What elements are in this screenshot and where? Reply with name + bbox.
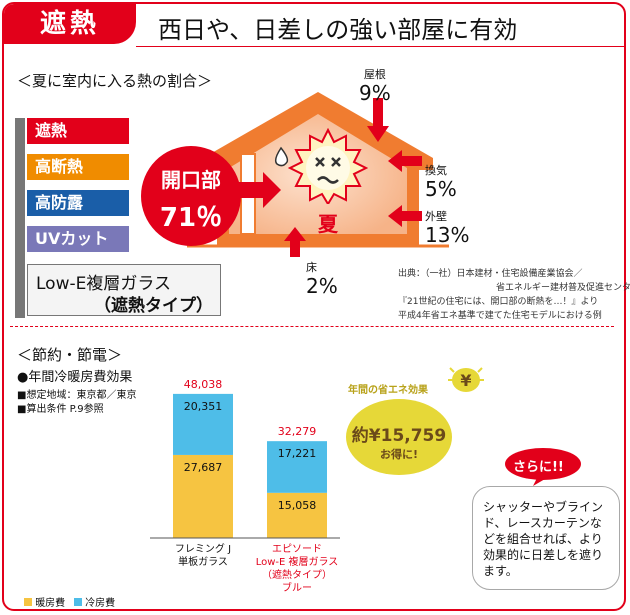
floor-heat-arrow: [284, 227, 306, 257]
savings-otoku: お得に!: [379, 448, 419, 461]
vent-share-value: 5%: [425, 177, 457, 201]
category-label: 単板ガラス: [178, 555, 228, 568]
bar-value-label: 17,221: [278, 447, 317, 460]
glass-line2: （遮熱タイプ）: [94, 296, 213, 316]
bar-segment: [173, 393, 233, 455]
floor-share-value: 2%: [306, 274, 338, 298]
wall-share-value: 13%: [425, 223, 470, 247]
category-label: ブルー: [282, 581, 312, 594]
spec-item: 遮熱: [27, 118, 129, 144]
glass-box: Low-E複層ガラス （遮熱タイプ）: [27, 264, 221, 316]
hot-sun-face-icon: [288, 128, 368, 204]
savings-amount-badge: 約¥15,759 お得に!: [346, 399, 452, 475]
wall-share: 外壁 13%: [425, 206, 470, 247]
bar-value-label: 27,687: [184, 461, 223, 474]
headline: 西日や、日差しの強い部屋に有効: [158, 16, 518, 44]
spec-item: UVカット: [27, 226, 129, 252]
wall-share-label: 外壁: [425, 210, 447, 223]
source-line-2: 省エネルギー建材普及促進センター: [496, 283, 630, 293]
sweat-drop-icon: [274, 146, 289, 167]
bar-total-label: 48,038: [184, 378, 223, 391]
section-divider: [10, 326, 614, 327]
headline-underline: [136, 46, 624, 47]
legend-heating: 暖房費: [24, 594, 65, 609]
savings-subtitle: ●年間冷暖房費効果: [17, 370, 133, 385]
wall-heat-arrow: [388, 205, 422, 227]
condition-basis: ■算出条件 P.9参照: [17, 404, 104, 415]
condition-region: ■想定地域：東京都／東京: [17, 390, 137, 401]
legend-cooling-label: 冷房費: [85, 598, 116, 609]
category-label: Low-E 複層ガラス: [256, 555, 339, 568]
window-heat-arrow: [237, 172, 281, 208]
legend-cooling-swatch: [74, 598, 82, 606]
source-note: 出典：（一社）日本建材・住宅設備産業協会／ 省エネルギー建材普及促進センター 『…: [398, 267, 630, 323]
source-line-3: 『21世紀の住宅には、開口部の断熱を…！』より: [398, 297, 599, 307]
bar-value-label: 20,351: [184, 400, 223, 413]
source-line-4: 平成4年省エネ基準で建てた住宅モデルにおける例: [398, 311, 602, 321]
spec-item: 高防露: [27, 190, 129, 216]
opening-badge-label: 開口部: [161, 168, 221, 192]
heat-section-title: ＜夏に室内に入る熱の割合＞: [17, 72, 213, 90]
vent-share-label: 換気: [425, 164, 447, 177]
bar-segment: [267, 492, 327, 538]
savings-amount: 約¥15,759: [351, 426, 447, 446]
season-label: 夏: [318, 212, 338, 236]
bar-segment: [267, 441, 327, 493]
annual-savings-label: 年間の省エネ効果: [348, 385, 428, 396]
spec-bar: [15, 118, 25, 318]
sarani-text: さらに!!: [513, 460, 564, 475]
vent-heat-arrow: [388, 150, 422, 172]
legend-cooling: 冷房費: [74, 594, 115, 609]
yen-coin-icon: ¥: [448, 367, 484, 392]
spec-item: 高断熱: [27, 154, 129, 180]
legend-heating-label: 暖房費: [35, 598, 66, 609]
glass-line1: Low-E複層ガラス: [36, 274, 172, 294]
savings-section-title: ＜節約・節電＞: [17, 346, 123, 364]
roof-share-label: 屋根: [363, 68, 386, 81]
floor-share-label: 床: [306, 261, 317, 274]
roof-share-value: 9%: [359, 81, 391, 105]
bar-segment: [173, 454, 233, 538]
floor-share: 床 2%: [306, 257, 338, 298]
source-line-1: 出典：（一社）日本建材・住宅設備産業協会／: [398, 269, 583, 279]
roof-share: 屋根 9%: [359, 64, 391, 105]
legend-heating-swatch: [24, 598, 32, 606]
roof-heat-arrow: [367, 98, 389, 142]
bar-total-label: 32,279: [278, 425, 317, 438]
title-tag: 遮熱: [4, 4, 136, 44]
yen-symbol: ¥: [460, 371, 471, 390]
category-label: フレミング J: [175, 542, 231, 555]
opening-badge-value: 71％: [159, 203, 223, 233]
bar-value-label: 15,058: [278, 499, 317, 512]
sarani-bubble: [505, 448, 581, 486]
opening-badge: 開口部 71％: [141, 146, 241, 246]
shade-tip-note: シャッターやブラインド、レースカーテンなどを組合せれば、より効果的に日差しを遮り…: [472, 486, 620, 590]
vent-share: 換気 5%: [425, 160, 457, 201]
category-label: （遮熱タイプ）: [262, 568, 332, 581]
category-label: エピソード: [272, 543, 322, 555]
